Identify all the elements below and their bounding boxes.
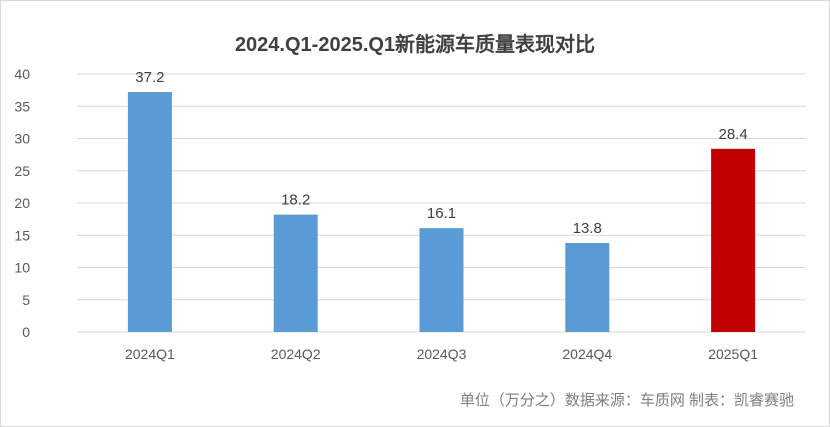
- chart-title: 2024.Q1-2025.Q1新能源车质量表现对比: [234, 34, 596, 56]
- bar: [711, 148, 756, 332]
- data-label: 13.8: [573, 220, 602, 237]
- y-tick-label: 15: [14, 227, 30, 243]
- bar: [565, 242, 610, 332]
- x-tick-label: 2025Q1: [708, 346, 758, 362]
- y-tick-label: 0: [22, 324, 30, 340]
- x-tick-label: 2024Q3: [417, 346, 467, 362]
- bar: [273, 214, 318, 332]
- bar: [419, 228, 464, 332]
- y-tick-label: 5: [22, 292, 30, 308]
- x-tick-label: 2024Q2: [271, 346, 321, 362]
- x-tick-label: 2024Q4: [562, 346, 612, 362]
- data-label: 16.1: [427, 205, 456, 222]
- bar: [127, 92, 172, 332]
- y-tick-label: 20: [14, 195, 30, 211]
- data-label: 28.4: [718, 126, 747, 143]
- footer-note: 单位（万分之）数据来源：车质网 制表：凯睿赛驰: [459, 392, 794, 409]
- data-label: 37.2: [135, 69, 164, 86]
- y-tick-label: 35: [14, 98, 30, 114]
- x-tick-label: 2024Q1: [125, 346, 175, 362]
- y-tick-label: 25: [14, 163, 30, 179]
- y-tick-label: 30: [14, 131, 30, 147]
- data-label: 18.2: [281, 192, 310, 209]
- y-tick-label: 10: [14, 260, 30, 276]
- y-tick-label: 40: [14, 66, 30, 82]
